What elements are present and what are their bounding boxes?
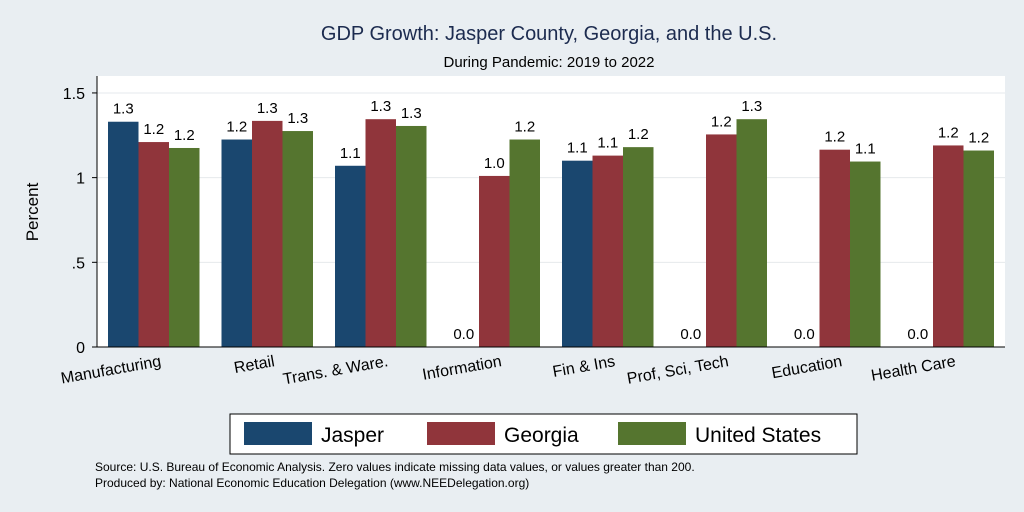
- bar-value-label: 0.0: [794, 326, 815, 343]
- legend-box: [229, 413, 858, 455]
- bar-value-label: 1.1: [340, 145, 361, 162]
- bar: [365, 119, 396, 347]
- bar: [562, 160, 593, 347]
- bar: [138, 142, 169, 347]
- bar-labels-layer: 1.3 1.2 1.2 1.2 1.3 1.3 1.1 1.3 1.3 0.0 1.0 1.2 1.1 1…: [113, 98, 989, 343]
- bar-value-label: 1.3: [257, 100, 278, 117]
- source-note: Source: U.S. Bureau of Economic Analysis…: [95, 460, 695, 474]
- bar: [963, 150, 994, 347]
- bar-value-label: 1.2: [174, 127, 195, 144]
- y-tick-label: 1.5: [63, 86, 85, 103]
- legend: Jasper Georgia United States: [229, 413, 858, 455]
- bar: [221, 139, 252, 347]
- bar: [706, 134, 737, 347]
- bar: [335, 165, 366, 347]
- bar-value-label: 1.3: [401, 105, 422, 122]
- bar-value-label: 1.2: [143, 121, 164, 138]
- legend-label: Georgia: [504, 424, 579, 447]
- bar: [819, 149, 850, 347]
- y-tick-label: 0: [76, 340, 85, 357]
- legend-label: United States: [695, 424, 821, 447]
- y-axis-label: Percent: [23, 182, 42, 241]
- bar-value-label: 1.2: [938, 124, 959, 141]
- chart-subtitle: During Pandemic: 2019 to 2022: [444, 54, 655, 71]
- bar-value-label: 1.1: [855, 141, 876, 158]
- bar-value-label: 1.2: [968, 130, 989, 147]
- bar-value-label: 1.2: [824, 129, 845, 146]
- chart-title: GDP Growth: Jasper County, Georgia, and …: [321, 23, 777, 45]
- bar-value-label: 1.2: [514, 119, 535, 136]
- bar: [252, 120, 283, 348]
- legend-swatch: [618, 422, 686, 445]
- bar: [282, 131, 313, 347]
- legend-label: Jasper: [321, 424, 384, 447]
- bar-value-label: 0.0: [453, 326, 474, 343]
- bar: [850, 161, 881, 347]
- bar-value-label: 0.0: [907, 326, 928, 343]
- bar-value-label: 1.1: [597, 135, 618, 152]
- bar-value-label: 1.2: [628, 126, 649, 143]
- bar: [509, 139, 540, 347]
- x-tick-label: Retail: [233, 353, 276, 377]
- bar-value-label: 1.3: [370, 98, 391, 115]
- producer-note: Produced by: National Economic Education…: [95, 476, 529, 490]
- bar-value-label: 1.2: [226, 119, 247, 136]
- bar-value-label: 1.0: [484, 155, 505, 172]
- bar: [479, 175, 510, 347]
- bar: [396, 125, 427, 347]
- bar: [108, 121, 139, 347]
- y-tick-label: 1: [76, 171, 85, 188]
- legend-swatch: [244, 422, 312, 445]
- bar-value-label: 1.1: [567, 140, 588, 157]
- bar-value-label: 1.2: [711, 113, 732, 130]
- bar: [933, 145, 964, 347]
- y-tick-label: .5: [72, 255, 85, 272]
- bar-value-label: 1.3: [287, 110, 308, 127]
- legend-items: Jasper Georgia United States: [244, 422, 821, 447]
- bar: [623, 147, 654, 347]
- y-ticks-layer: 0 .5 1 1.5: [63, 86, 97, 357]
- bars-layer: [108, 119, 994, 348]
- bar: [169, 147, 200, 347]
- bar-value-label: 1.3: [113, 101, 134, 118]
- bar: [592, 155, 623, 347]
- bar: [736, 119, 767, 347]
- legend-swatch: [427, 422, 495, 445]
- bar-value-label: 1.3: [741, 98, 762, 115]
- bar-value-label: 0.0: [680, 326, 701, 343]
